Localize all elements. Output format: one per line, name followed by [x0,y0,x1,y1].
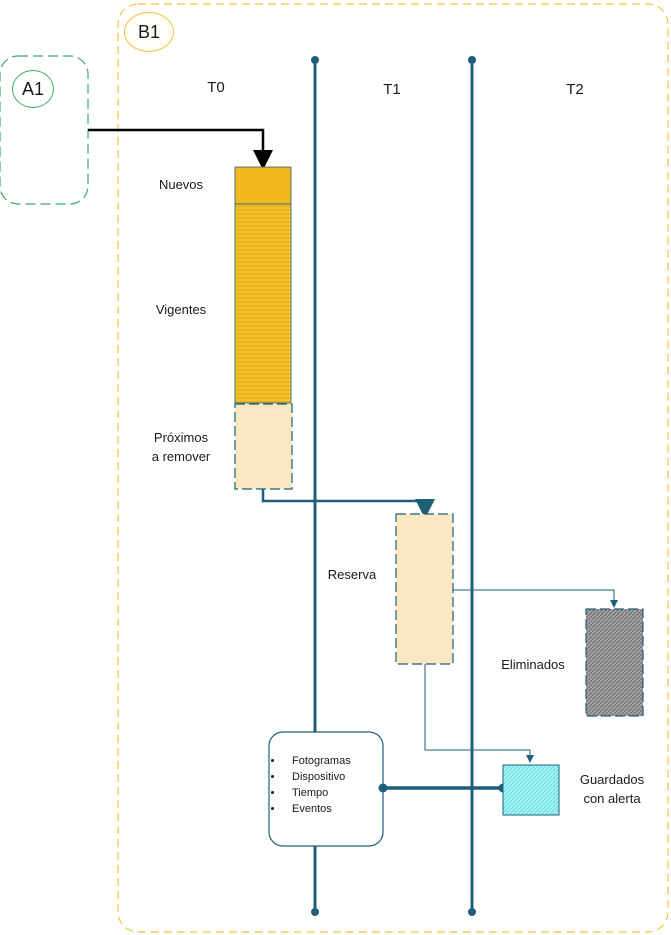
timeline-dot [311,908,319,916]
reserva-block [395,513,454,665]
reserva-to-guardados-arrow [424,664,534,763]
timeline-dot [468,908,476,916]
timeline-dot [311,56,319,64]
guardados-label-line2: con alerta [583,791,641,806]
timeline-label-t1: T1 [383,81,401,98]
proximos-block [234,403,293,490]
timeline-label-t2: T2 [566,81,584,98]
reserva-label: Reserva [327,567,377,582]
guardados-block [502,764,560,816]
a1-badge: A1 [12,70,54,108]
metadata-item: Eventos [284,801,351,817]
nuevos-block [234,166,292,205]
metadata-item: Tiempo [284,785,351,801]
eliminados-block [585,608,644,717]
reserva-to-eliminados-arrow [453,589,618,608]
metadata-item: Fotogramas [284,753,351,769]
vigentes-label: Vigentes [155,302,207,317]
timeline-dot [468,56,476,64]
metadata-item: Dispositivo [284,769,351,785]
connector-dot [378,783,388,793]
proximos-label-line2: a remover [151,449,211,464]
proximos-to-reserva-arrow [261,489,435,519]
metadata-list: Fotogramas Dispositivo Tiempo Eventos [270,753,351,817]
vigentes-block [234,203,292,404]
b1-badge: B1 [124,12,174,52]
b1-container [117,3,669,933]
eliminados-label: Eliminados [501,657,565,672]
a1-to-nuevos-arrow [88,128,273,170]
guardados-label-line1: Guardados [579,772,645,787]
timeline-label-t0: T0 [207,79,225,96]
nuevos-label: Nuevos [158,177,204,192]
proximos-label-line1: Próximos [153,430,209,445]
